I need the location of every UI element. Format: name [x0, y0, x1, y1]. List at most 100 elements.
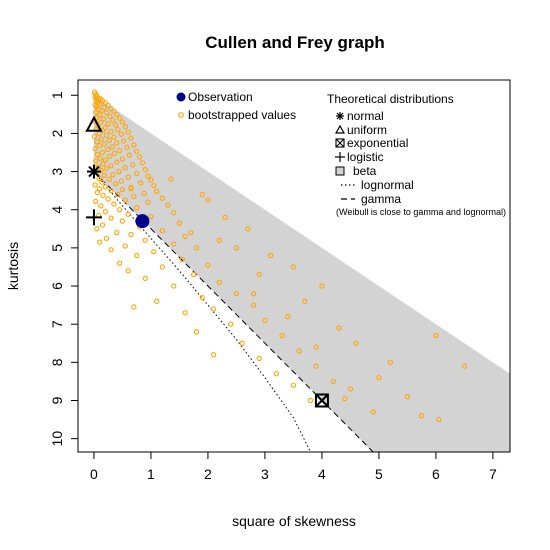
bootstrap-point [108, 105, 114, 112]
bootstrap-point [98, 136, 105, 142]
bootstrap-point [171, 210, 177, 216]
bootstrap-point [122, 197, 128, 203]
y-tick-label: 3 [49, 167, 65, 175]
bootstrap-point [111, 150, 118, 156]
bootstrap-point [205, 197, 211, 203]
bootstrap-point [128, 186, 134, 192]
bootstrap-point [347, 386, 354, 392]
bootstrap-point [119, 218, 126, 224]
bootstrap-point [128, 231, 134, 238]
bootstrap-point [101, 141, 107, 147]
legend-observation: Observation bootstrapped values [176, 90, 296, 122]
bootstrap-point [119, 186, 126, 193]
bootstrap-point [210, 352, 217, 358]
y-tick-label: 5 [49, 244, 65, 252]
legend-uniform-label: uniform [347, 123, 387, 137]
bootstrap-point [101, 172, 107, 179]
bootstrap-point [100, 116, 107, 122]
bootstrap-point [250, 291, 257, 297]
bootstrap-point [116, 147, 123, 154]
legend-normal-label: normal [347, 109, 384, 123]
bootstrap-point [376, 374, 382, 381]
bootstrap-point [141, 190, 147, 196]
bootstrap-point [107, 153, 113, 159]
bootstrap-point [105, 121, 111, 127]
bootstrap-points [91, 89, 468, 423]
bootstrap-point [151, 183, 157, 189]
legend-exponential-label: exponential [347, 136, 408, 150]
bootstrap-point [102, 100, 109, 106]
legend-gamma-label: gamma [361, 192, 401, 206]
bootstrap-point [107, 113, 113, 119]
bootstrap-point [302, 298, 308, 304]
bootstrap-point [193, 245, 200, 251]
bootstrap-point [182, 310, 188, 316]
legend-normal-symbol [336, 112, 344, 120]
bootstrap-point [313, 344, 319, 350]
legend-bootstrap-label: bootstrapped values [188, 108, 296, 122]
bootstrap-point [116, 168, 122, 175]
y-tick-label: 6 [49, 282, 65, 290]
bootstrap-point [279, 332, 285, 339]
bootstrap-point [153, 298, 160, 304]
bootstrap-point [105, 196, 111, 202]
bootstrap-point [165, 202, 171, 208]
y-axis-label: kurtosis [5, 242, 21, 290]
bootstrap-point [404, 394, 411, 400]
x-axis: 0 1 2 3 4 5 6 7 [90, 452, 497, 482]
bootstrap-point [233, 291, 240, 297]
bootstrap-point [109, 144, 115, 150]
bootstrap-point [102, 125, 109, 131]
bootstrap-point [210, 306, 217, 312]
bootstrap-point [148, 213, 154, 220]
legend-beta-symbol [335, 166, 345, 176]
bootstrap-point [100, 161, 106, 167]
legend-lognormal-label: lognormal [361, 178, 414, 192]
bootstrap-point [120, 138, 127, 144]
bootstrap-point [114, 111, 120, 117]
bootstrap-point [182, 233, 188, 240]
bootstrap-point [99, 179, 105, 185]
bootstrap-point [94, 139, 100, 145]
bootstrap-point [136, 154, 143, 160]
bootstrap-point [336, 325, 342, 331]
bootstrap-point [97, 186, 103, 192]
bootstrap-point [273, 371, 279, 377]
bootstrap-point [97, 142, 103, 149]
bootstrap-point [111, 134, 117, 140]
bootstrap-point [239, 340, 245, 346]
x-tick-label: 1 [147, 466, 155, 482]
bootstrap-point [142, 275, 148, 282]
bootstrap-point [256, 271, 262, 278]
bootstrap-point [92, 146, 98, 152]
bootstrap-point [119, 156, 126, 162]
x-tick-label: 7 [489, 466, 497, 482]
bootstrap-point [199, 191, 205, 198]
bootstrap-point [134, 252, 140, 259]
bootstrap-point [145, 199, 151, 205]
bootstrap-point [179, 256, 185, 262]
bootstrap-point [159, 195, 165, 201]
bootstrap-point [99, 107, 105, 114]
bootstrap-point [138, 180, 144, 186]
y-tick-label: 7 [49, 320, 65, 328]
x-tick-label: 0 [90, 466, 98, 482]
bootstrap-point [94, 114, 101, 121]
bootstrap-point [102, 184, 109, 190]
bootstrap-point [124, 144, 130, 151]
bootstrap-point [131, 304, 137, 310]
bootstrap-point [387, 359, 393, 365]
bootstrap-point [122, 243, 128, 249]
bootstrap-point [110, 171, 116, 178]
bootstrap-point [106, 176, 112, 182]
bootstrap-point [191, 271, 197, 278]
legend-observation-symbol [176, 92, 186, 102]
bootstrap-point [171, 283, 177, 289]
bootstrap-point [114, 140, 120, 146]
bootstrap-point [108, 163, 114, 169]
y-tick-label: 1 [49, 91, 65, 99]
bootstrap-point [99, 149, 106, 156]
bootstrap-point [139, 160, 146, 166]
bootstrap-point [97, 101, 103, 107]
